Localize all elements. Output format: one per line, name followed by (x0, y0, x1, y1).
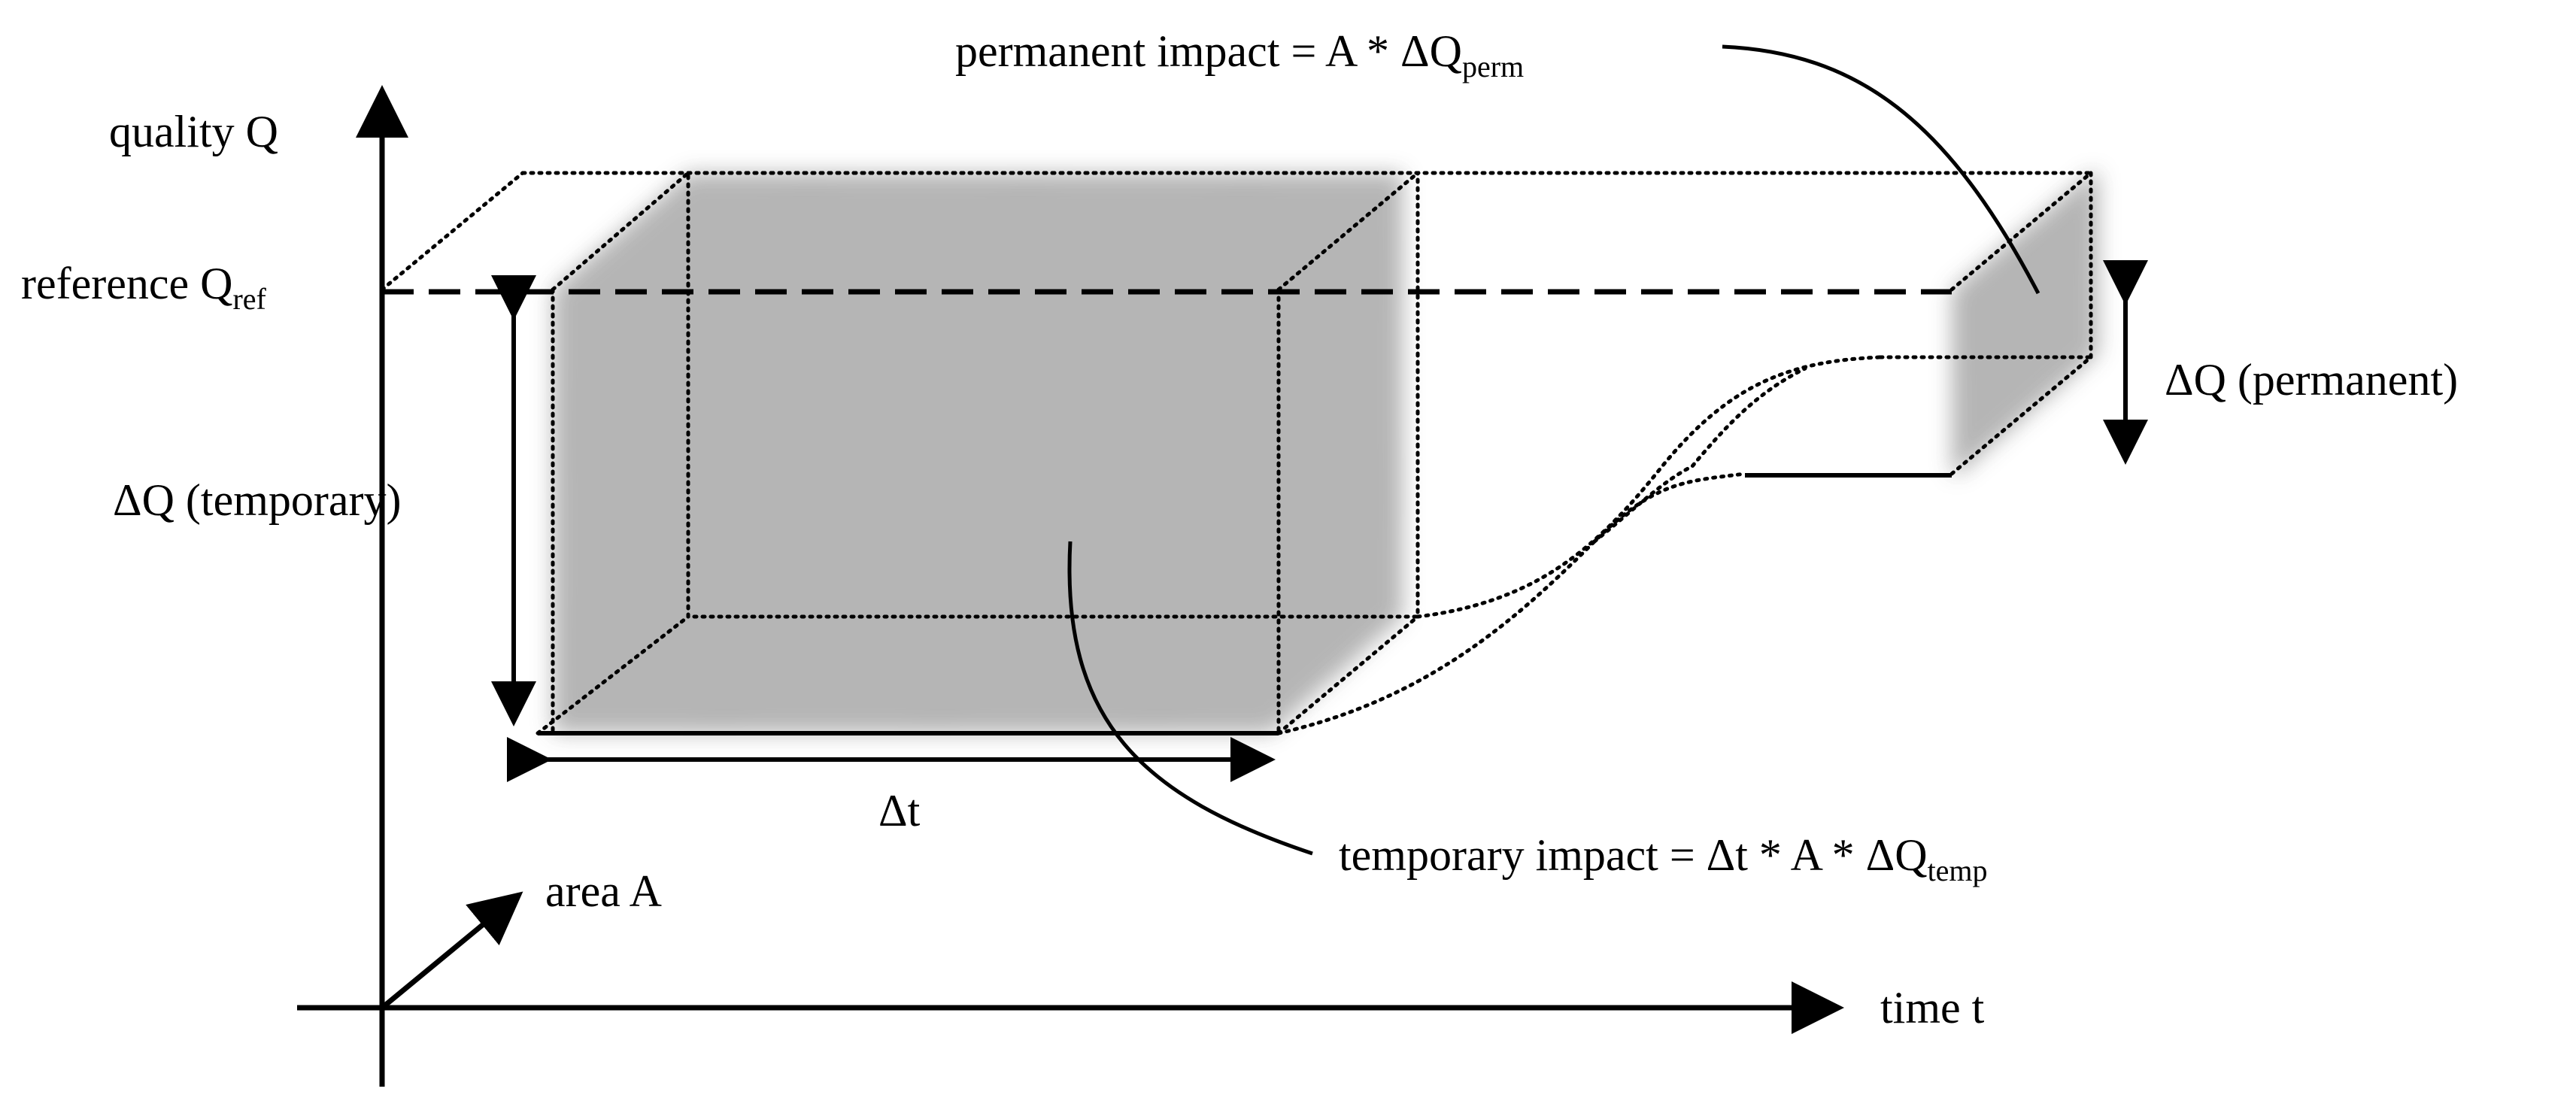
leader-lines (1067, 44, 2040, 856)
x-axis-label: time t (1880, 983, 1985, 1033)
dimension-arrows (491, 260, 2148, 782)
permanent-impact-volume (1952, 173, 2098, 474)
y-axis-label: quality Q (109, 107, 278, 156)
permanent-leader (1722, 44, 2040, 295)
reference-label: reference Qref (21, 259, 267, 316)
delta-q-temporary-label: ΔQ (temporary) (113, 475, 401, 525)
area-axis-label: area A (545, 866, 662, 916)
delta-t-label: Δt (878, 786, 921, 835)
axes (297, 85, 1844, 1087)
delta-q-permanent-label: ΔQ (permanent) (2165, 355, 2458, 405)
permanent-impact-label: permanent impact = A * ΔQperm (955, 26, 1524, 83)
box-wireframe (380, 171, 2093, 735)
temporary-impact-label: temporary impact = Δt * A * ΔQtemp (1339, 830, 1988, 887)
area-axis (380, 891, 523, 1010)
solid-edges (538, 473, 1952, 735)
temporary-impact-volume (553, 173, 1403, 733)
temporary-leader (1067, 541, 1313, 856)
